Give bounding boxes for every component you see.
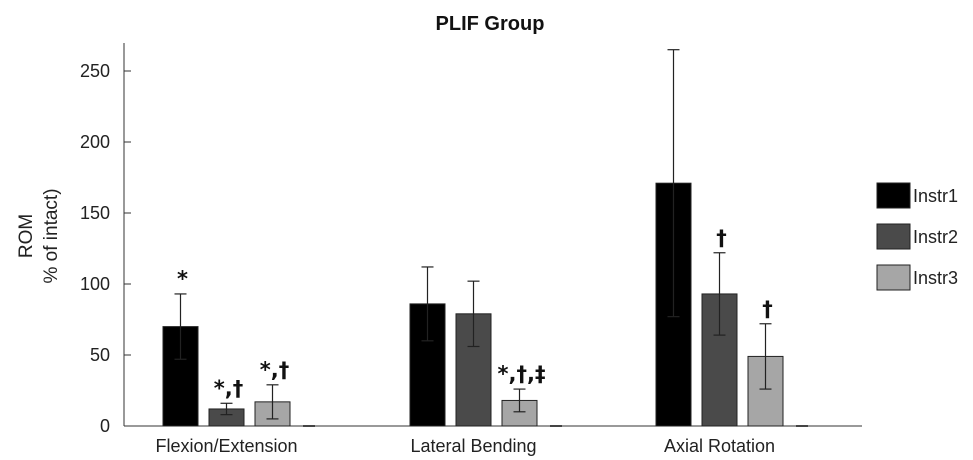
x-category-label: Flexion/Extension	[155, 436, 297, 456]
error-bars	[174, 49, 772, 420]
y-axis-label: ROM % of intact)	[16, 188, 62, 283]
y-axis-label-line2: % of intact)	[41, 188, 62, 283]
y-ticks: 0 50 100 150 200 250	[80, 61, 131, 436]
legend-label-instr3: Instr3	[913, 268, 958, 288]
y-tick-label: 0	[100, 416, 110, 436]
legend-label-instr2: Instr2	[913, 227, 958, 247]
y-tick-label: 200	[80, 132, 110, 152]
x-category-labels: Flexion/Extension Lateral Bending Axial Ro…	[155, 436, 775, 456]
x-category-label: Axial Rotation	[664, 436, 775, 456]
legend-swatch-instr3	[876, 264, 911, 291]
legend-swatch-instr1	[876, 182, 911, 209]
annotations: * *,† *,† *,†,‡ † †	[177, 226, 773, 401]
significance-annotation: *,†	[214, 376, 243, 400]
y-tick-label: 50	[90, 345, 110, 365]
significance-annotation: *,†	[260, 358, 289, 382]
axes	[123, 43, 862, 427]
significance-annotation: *,†,‡	[498, 362, 546, 386]
significance-annotation: †	[762, 297, 773, 321]
legend-swatch-instr2	[876, 223, 911, 250]
significance-annotation: *	[177, 267, 188, 291]
y-tick-label: 100	[80, 274, 110, 294]
legend-label-instr1: Instr1	[913, 186, 958, 206]
significance-annotation: †	[716, 226, 727, 250]
y-tick-label: 250	[80, 61, 110, 81]
y-axis-label-line1: ROM	[16, 214, 37, 258]
x-category-label: Lateral Bending	[410, 436, 536, 456]
chart-title: PLIF Group	[436, 13, 545, 35]
legend: Instr1 Instr2 Instr3	[876, 182, 958, 291]
bars	[162, 182, 808, 427]
y-tick-label: 150	[80, 203, 110, 223]
